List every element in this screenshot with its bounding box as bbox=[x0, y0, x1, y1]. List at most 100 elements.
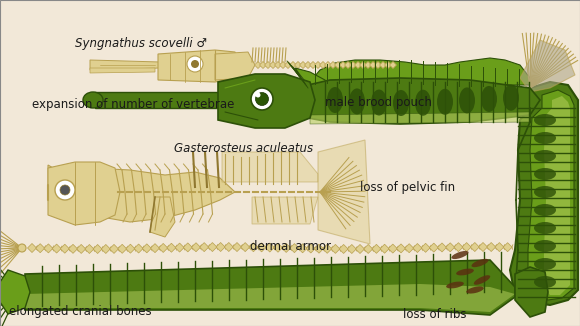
Polygon shape bbox=[331, 244, 340, 253]
Polygon shape bbox=[282, 245, 284, 248]
Polygon shape bbox=[322, 244, 332, 253]
Polygon shape bbox=[285, 62, 292, 68]
Polygon shape bbox=[25, 260, 515, 315]
Polygon shape bbox=[282, 248, 284, 251]
Polygon shape bbox=[102, 244, 110, 254]
Polygon shape bbox=[462, 243, 471, 252]
Polygon shape bbox=[233, 244, 234, 247]
Polygon shape bbox=[252, 197, 318, 224]
Polygon shape bbox=[0, 270, 30, 314]
Polygon shape bbox=[445, 244, 448, 247]
Polygon shape bbox=[372, 246, 374, 249]
Polygon shape bbox=[159, 245, 161, 248]
Polygon shape bbox=[290, 244, 299, 253]
Polygon shape bbox=[216, 244, 218, 247]
Ellipse shape bbox=[349, 88, 365, 114]
Ellipse shape bbox=[60, 185, 70, 195]
Polygon shape bbox=[380, 249, 382, 252]
Polygon shape bbox=[495, 244, 496, 247]
Polygon shape bbox=[388, 246, 390, 249]
Polygon shape bbox=[208, 244, 210, 247]
Polygon shape bbox=[324, 62, 332, 68]
Polygon shape bbox=[134, 246, 136, 249]
Polygon shape bbox=[134, 244, 143, 253]
Polygon shape bbox=[167, 243, 176, 252]
Polygon shape bbox=[208, 243, 217, 252]
Polygon shape bbox=[48, 162, 120, 225]
Polygon shape bbox=[85, 246, 86, 249]
Polygon shape bbox=[306, 245, 308, 248]
Polygon shape bbox=[304, 62, 311, 68]
Polygon shape bbox=[299, 62, 306, 68]
Polygon shape bbox=[380, 246, 382, 249]
Polygon shape bbox=[257, 243, 266, 252]
Polygon shape bbox=[159, 244, 168, 252]
Polygon shape bbox=[93, 249, 95, 252]
Polygon shape bbox=[44, 245, 46, 248]
Polygon shape bbox=[265, 243, 274, 252]
Polygon shape bbox=[354, 62, 361, 68]
Ellipse shape bbox=[459, 87, 475, 113]
Polygon shape bbox=[421, 243, 430, 252]
Polygon shape bbox=[512, 244, 513, 247]
Polygon shape bbox=[142, 245, 144, 248]
Polygon shape bbox=[274, 244, 276, 247]
Polygon shape bbox=[191, 247, 193, 250]
Polygon shape bbox=[183, 244, 185, 247]
Polygon shape bbox=[218, 74, 315, 128]
Polygon shape bbox=[520, 40, 575, 92]
Polygon shape bbox=[159, 248, 161, 251]
Polygon shape bbox=[95, 92, 220, 108]
Polygon shape bbox=[462, 244, 464, 247]
Polygon shape bbox=[478, 243, 488, 251]
Polygon shape bbox=[470, 243, 479, 252]
Ellipse shape bbox=[534, 204, 556, 216]
Polygon shape bbox=[110, 249, 111, 252]
Polygon shape bbox=[364, 246, 365, 249]
Polygon shape bbox=[314, 245, 316, 248]
Text: loss of pelvic fin: loss of pelvic fin bbox=[360, 181, 455, 194]
Polygon shape bbox=[200, 244, 201, 247]
Polygon shape bbox=[167, 248, 169, 251]
Polygon shape bbox=[413, 244, 422, 253]
Polygon shape bbox=[339, 244, 348, 254]
Ellipse shape bbox=[393, 90, 409, 116]
Polygon shape bbox=[52, 248, 54, 251]
Polygon shape bbox=[380, 244, 389, 253]
Ellipse shape bbox=[534, 258, 556, 270]
Polygon shape bbox=[270, 62, 277, 68]
Polygon shape bbox=[372, 249, 374, 252]
Polygon shape bbox=[25, 284, 515, 312]
Ellipse shape bbox=[256, 93, 269, 106]
Polygon shape bbox=[241, 244, 242, 247]
Polygon shape bbox=[437, 248, 439, 251]
Ellipse shape bbox=[446, 281, 464, 289]
Text: Gasterosteus aculeatus: Gasterosteus aculeatus bbox=[174, 142, 313, 155]
Polygon shape bbox=[331, 249, 333, 252]
Polygon shape bbox=[52, 244, 61, 253]
Polygon shape bbox=[126, 246, 128, 249]
Polygon shape bbox=[249, 244, 251, 247]
Ellipse shape bbox=[55, 180, 75, 200]
Polygon shape bbox=[249, 243, 258, 252]
Polygon shape bbox=[48, 165, 235, 222]
Polygon shape bbox=[274, 62, 281, 68]
Polygon shape bbox=[68, 249, 70, 252]
Polygon shape bbox=[60, 245, 62, 248]
Polygon shape bbox=[515, 267, 548, 317]
Polygon shape bbox=[487, 244, 488, 247]
Polygon shape bbox=[298, 245, 300, 248]
Polygon shape bbox=[356, 244, 364, 254]
Polygon shape bbox=[102, 246, 103, 249]
Polygon shape bbox=[44, 248, 46, 251]
Polygon shape bbox=[60, 248, 62, 252]
Polygon shape bbox=[503, 244, 505, 247]
Polygon shape bbox=[372, 244, 381, 253]
Ellipse shape bbox=[534, 186, 556, 198]
Polygon shape bbox=[60, 244, 69, 253]
Polygon shape bbox=[224, 243, 233, 251]
Ellipse shape bbox=[251, 88, 273, 110]
Polygon shape bbox=[329, 62, 336, 68]
Polygon shape bbox=[339, 62, 346, 68]
Polygon shape bbox=[421, 248, 423, 251]
